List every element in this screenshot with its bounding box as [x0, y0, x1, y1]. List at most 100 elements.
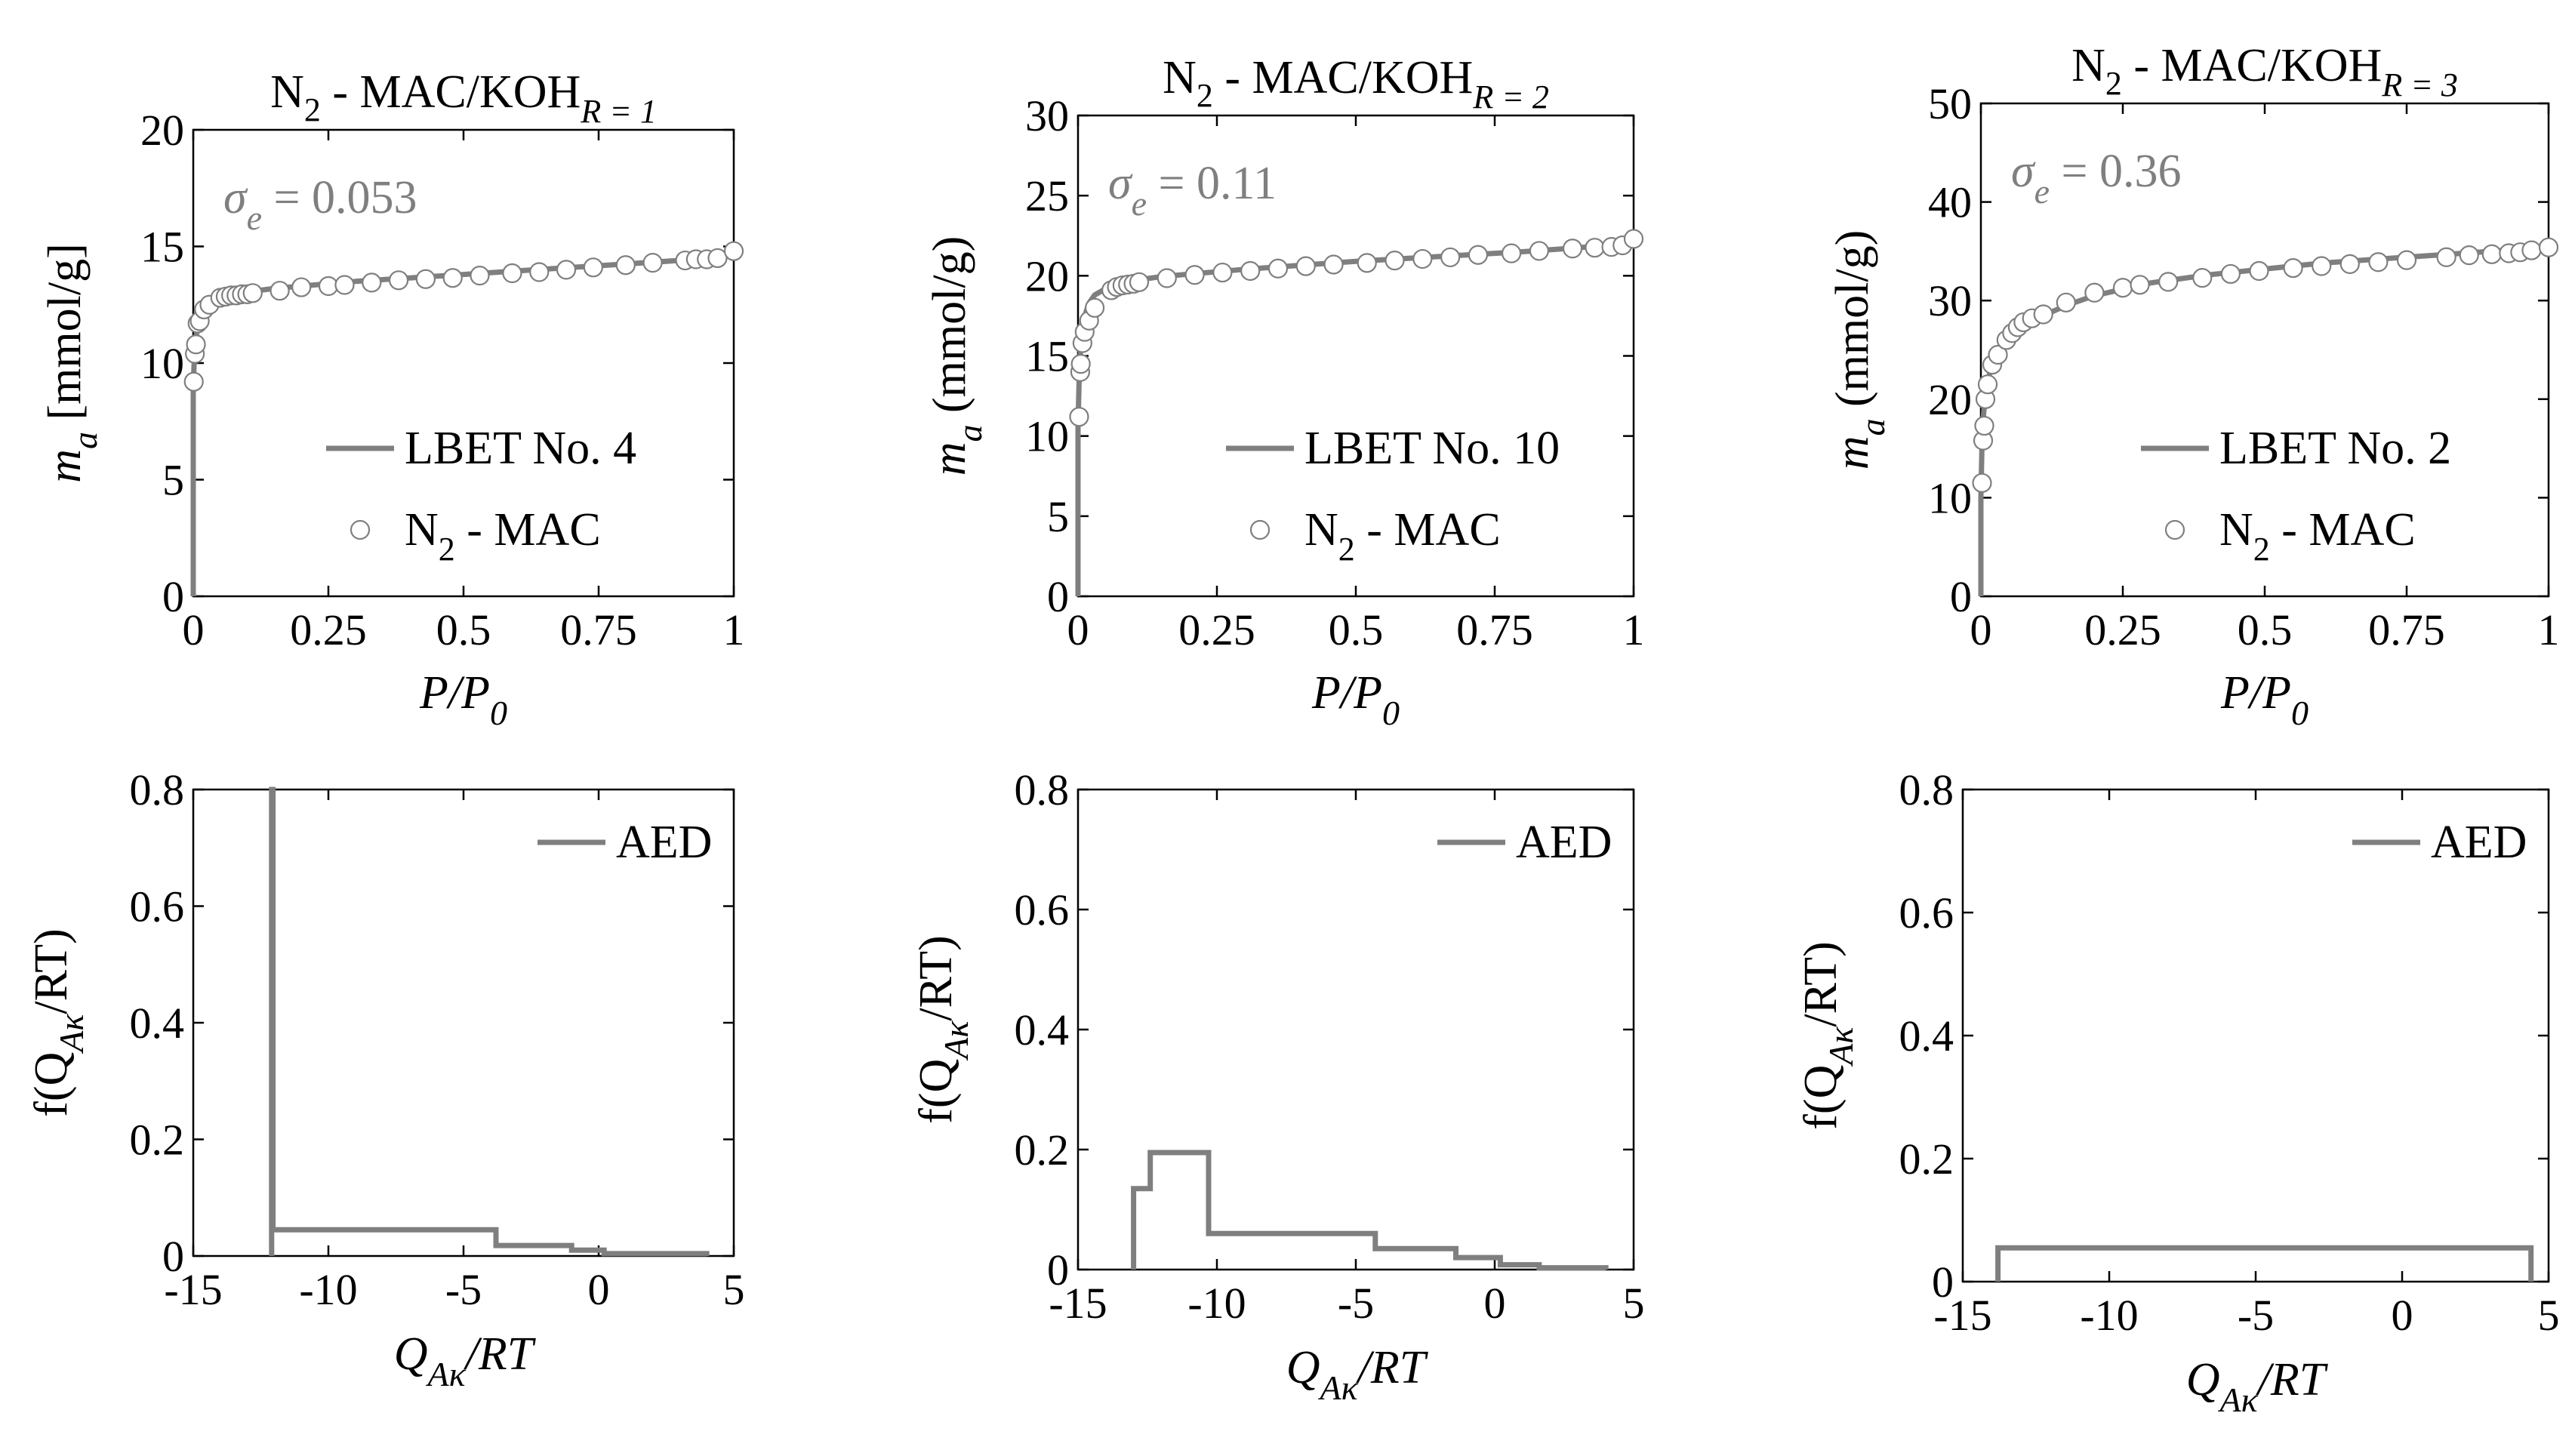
y-tick-label: 0: [162, 572, 184, 621]
x-tick-label: 0.5: [2238, 605, 2293, 654]
data-point: [2283, 258, 2303, 279]
data-point: [502, 263, 522, 284]
x-tick-label: 0.75: [2368, 605, 2445, 654]
fit-error-annotation: σe = 0.053: [223, 172, 417, 237]
data-point: [1184, 265, 1205, 285]
aed-step-line: [1995, 1245, 2534, 1282]
x-tick-label: 1: [1623, 605, 1645, 654]
data-point: [642, 253, 663, 273]
y-tick-label: 25: [1025, 171, 1069, 220]
data-point: [529, 262, 550, 282]
data-point: [270, 281, 290, 301]
data-point: [1529, 241, 1549, 261]
x-tick-label: 0: [1484, 1279, 1506, 1328]
x-tick-label: -10: [1187, 1279, 1246, 1328]
x-tick-label: 1: [2538, 605, 2560, 654]
legend-marker-swatch: [350, 519, 371, 540]
legend-line-label: LBET No. 10: [1304, 423, 1560, 474]
data-point: [2538, 237, 2559, 257]
x-tick-label: 0.25: [2084, 605, 2161, 654]
data-point: [186, 334, 206, 355]
data-point: [1974, 415, 1994, 436]
chart-title: N2 - MAC/KOHR = 1: [270, 66, 657, 130]
data-point: [470, 266, 490, 286]
x-tick-label: 0.25: [1178, 605, 1255, 654]
data-point: [707, 248, 728, 269]
y-tick-label: 0.6: [130, 882, 185, 931]
legend-marker-label: N2 - MAC: [1304, 504, 1501, 568]
y-tick-label: 50: [1928, 79, 1972, 128]
data-point: [1440, 247, 1461, 268]
data-point: [291, 277, 312, 297]
data-point: [1157, 268, 1177, 288]
data-point: [1069, 407, 1089, 427]
x-tick-label: 0: [2392, 1291, 2413, 1340]
y-tick-label: 15: [1025, 332, 1069, 381]
x-tick-label: -15: [164, 1265, 222, 1314]
x-tick-label: -15: [1933, 1291, 1991, 1340]
x-tick-label: -10: [299, 1265, 357, 1314]
data-point: [1562, 239, 1583, 259]
y-axis-label: ma [mmol/g]: [39, 243, 104, 482]
legend-line-label: LBET No. 2: [2219, 423, 2451, 474]
y-tick-label: 0.6: [1015, 885, 1070, 934]
y-tick-label: 0.6: [1899, 888, 1954, 937]
data-point: [362, 272, 382, 293]
x-tick-label: 1: [723, 605, 745, 654]
y-tick-label: 0.4: [1899, 1011, 1954, 1060]
x-tick-label: 0: [588, 1265, 610, 1314]
x-axis-label: QAκ/RT: [394, 1328, 537, 1393]
x-axis-label: P/P0: [1311, 667, 1400, 732]
x-axis-label: P/P0: [2220, 667, 2309, 732]
data-point: [1084, 297, 1105, 318]
data-point: [583, 257, 603, 278]
legend-marker-label: N2 - MAC: [2219, 504, 2416, 568]
data-point: [415, 269, 436, 289]
data-point: [334, 275, 355, 295]
data-point: [2056, 292, 2076, 312]
data-point: [1240, 260, 1261, 282]
data-point: [1295, 256, 1316, 276]
data-point: [2368, 252, 2389, 272]
data-point: [1070, 354, 1091, 374]
data-point: [2130, 275, 2150, 295]
y-tick-label: 20: [140, 106, 184, 155]
legend-line-label: LBET No. 4: [405, 423, 636, 474]
data-point: [2339, 254, 2360, 274]
aed-step-line: [1131, 1150, 1609, 1271]
fit-error-annotation: σe = 0.36: [2011, 146, 2181, 211]
y-tick-label: 10: [1928, 473, 1972, 522]
data-point: [2220, 263, 2241, 285]
y-tick-label: 0.2: [1899, 1134, 1954, 1184]
x-tick-label: 5: [723, 1265, 745, 1314]
y-tick-label: 5: [162, 456, 184, 505]
x-tick-label: -15: [1049, 1279, 1107, 1328]
y-tick-label: 10: [1025, 412, 1069, 461]
chart-title: N2 - MAC/KOHR = 3: [2071, 40, 2458, 103]
x-tick-label: 5: [1623, 1279, 1645, 1328]
data-point: [2192, 268, 2213, 288]
y-tick-label: 0.4: [1015, 1005, 1070, 1054]
aed-step-line: [269, 786, 710, 1257]
data-point: [442, 268, 463, 288]
data-point: [1212, 262, 1233, 283]
x-tick-label: -5: [445, 1265, 482, 1314]
x-tick-label: -10: [2080, 1291, 2138, 1340]
x-tick-label: -5: [1338, 1279, 1374, 1328]
data-point: [1468, 245, 1489, 265]
y-tick-label: 0.8: [130, 765, 185, 814]
data-point: [1585, 238, 1605, 258]
y-tick-label: 0.4: [130, 999, 185, 1048]
legend-marker-label: N2 - MAC: [405, 504, 601, 568]
legend-line-label: AED: [1516, 817, 1612, 868]
y-tick-label: 0: [1047, 572, 1069, 621]
data-point: [1972, 473, 1992, 493]
data-point: [723, 241, 744, 261]
data-point: [183, 371, 204, 392]
data-point: [2033, 304, 2053, 325]
x-tick-label: 0.75: [560, 605, 637, 654]
y-axis-label: ma (mmol/g): [924, 236, 989, 476]
